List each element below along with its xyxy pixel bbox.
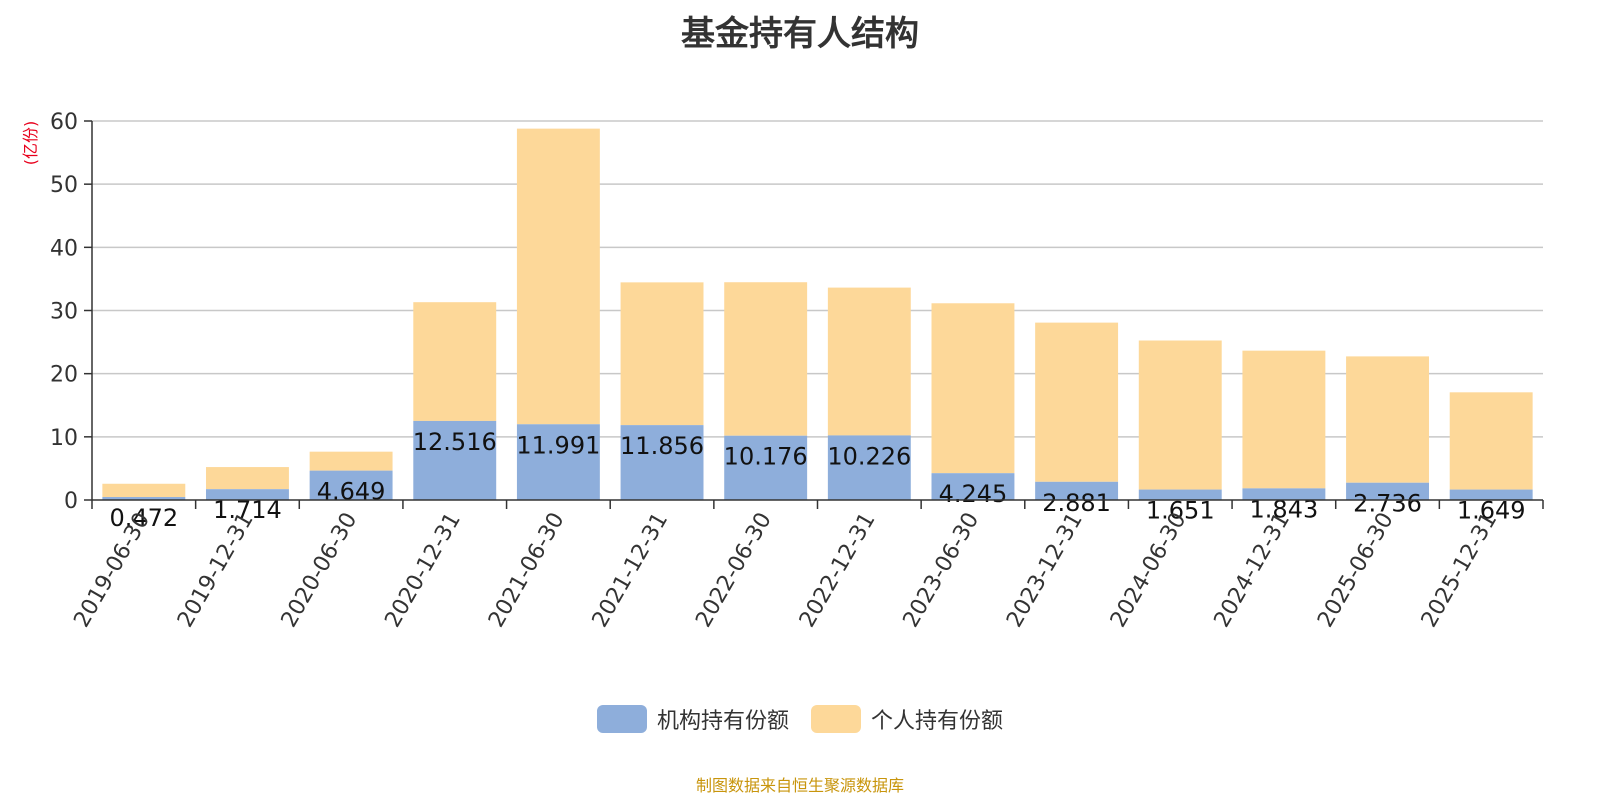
bar-individual (724, 282, 808, 436)
x-tick-label: 2024-12-31 (1210, 509, 1296, 632)
x-tick-label: 2021-12-31 (588, 509, 674, 632)
data-source-note: 制图数据来自恒生聚源数据库 (695, 776, 904, 795)
data-label-institutional: 4.649 (317, 478, 386, 506)
bar-institutional (1035, 481, 1119, 500)
x-tick-label: 2025-06-30 (1313, 509, 1399, 632)
data-label-institutional: 11.991 (516, 431, 600, 459)
data-label-institutional: 12.516 (413, 428, 497, 456)
data-label-institutional: 0.472 (109, 504, 178, 532)
y-tick-label: 40 (50, 236, 78, 261)
bar-institutional (827, 435, 911, 500)
bar-institutional (1242, 488, 1326, 500)
x-tick-label: 2025-12-31 (1417, 509, 1503, 632)
legend: 机构持有份额 个人持有份额 (0, 703, 1600, 735)
y-tick-label: 10 (50, 426, 78, 451)
bar-individual (309, 451, 393, 471)
bar-institutional (102, 497, 186, 500)
legend-swatch-individual (811, 705, 861, 733)
data-label-institutional: 10.176 (724, 443, 808, 471)
grid-lines (92, 120, 1543, 438)
x-tick-label: 2020-06-30 (277, 509, 363, 632)
chart-title: 基金持有人结构 (681, 14, 919, 54)
bar-individual (1138, 340, 1222, 490)
bars: 0.472 1.714 4.649 12.516 11.991 11.856 10.176 1… (102, 128, 1533, 532)
bar-individual (1035, 322, 1119, 482)
x-tick-label: 2024-06-30 (1106, 509, 1192, 632)
bar-institutional (516, 424, 600, 500)
y-tick-label: 20 (50, 363, 78, 388)
bar-individual (102, 483, 186, 498)
legend-label-institutional: 机构持有份额 (656, 709, 789, 734)
data-label-institutional: 1.714 (213, 496, 282, 524)
bar-institutional (620, 425, 704, 500)
bar-institutional (413, 420, 497, 500)
data-label-institutional: 1.649 (1457, 497, 1526, 525)
x-tick-label: 2023-12-31 (1002, 509, 1088, 632)
x-tick-label: 2019-12-31 (173, 509, 259, 632)
bar-institutional (1138, 489, 1222, 500)
bar-institutional (309, 470, 393, 500)
y-axis-unit-label: (亿份) (21, 121, 40, 166)
bar-individual (413, 302, 497, 421)
bar-individual (206, 467, 289, 490)
bar-individual (1449, 392, 1533, 490)
data-label-institutional: 4.245 (939, 480, 1008, 508)
x-tick-label: 2023-06-30 (899, 509, 985, 632)
data-label-institutional: 2.881 (1042, 489, 1111, 517)
x-tick-label: 2022-06-30 (691, 509, 777, 632)
legend-swatch-institutional (596, 705, 647, 733)
x-tick-label: 2020-12-31 (380, 509, 466, 632)
x-tick-label: 2021-06-30 (484, 509, 570, 632)
bar-individual (620, 282, 704, 426)
bar-institutional (724, 435, 808, 500)
bar-individual (1242, 350, 1326, 489)
bar-individual (931, 303, 1015, 474)
bar-individual (516, 128, 600, 425)
data-label-institutional: 11.856 (620, 432, 704, 460)
bar-individual (827, 287, 911, 436)
data-label-institutional: 2.736 (1353, 490, 1422, 518)
data-label-institutional: 10.226 (827, 442, 911, 470)
bar-institutional (1346, 482, 1429, 500)
y-tick-label: 60 (50, 110, 78, 135)
bar-institutional (206, 489, 289, 500)
y-tick-label: 30 (50, 300, 78, 325)
legend-label-individual: 个人持有份额 (871, 709, 1004, 734)
bar-institutional (1449, 489, 1533, 500)
legend-item-institutional[interactable]: 机构持有份额 (596, 703, 789, 735)
y-tick-label: 0 (64, 489, 78, 514)
bar-individual (1346, 356, 1429, 483)
y-tick-label: 50 (50, 173, 78, 198)
x-tick-label: 2022-12-31 (795, 509, 881, 632)
legend-item-individual[interactable]: 个人持有份额 (811, 703, 1003, 735)
data-label-institutional: 1.651 (1146, 497, 1215, 525)
bar-institutional (931, 473, 1015, 500)
